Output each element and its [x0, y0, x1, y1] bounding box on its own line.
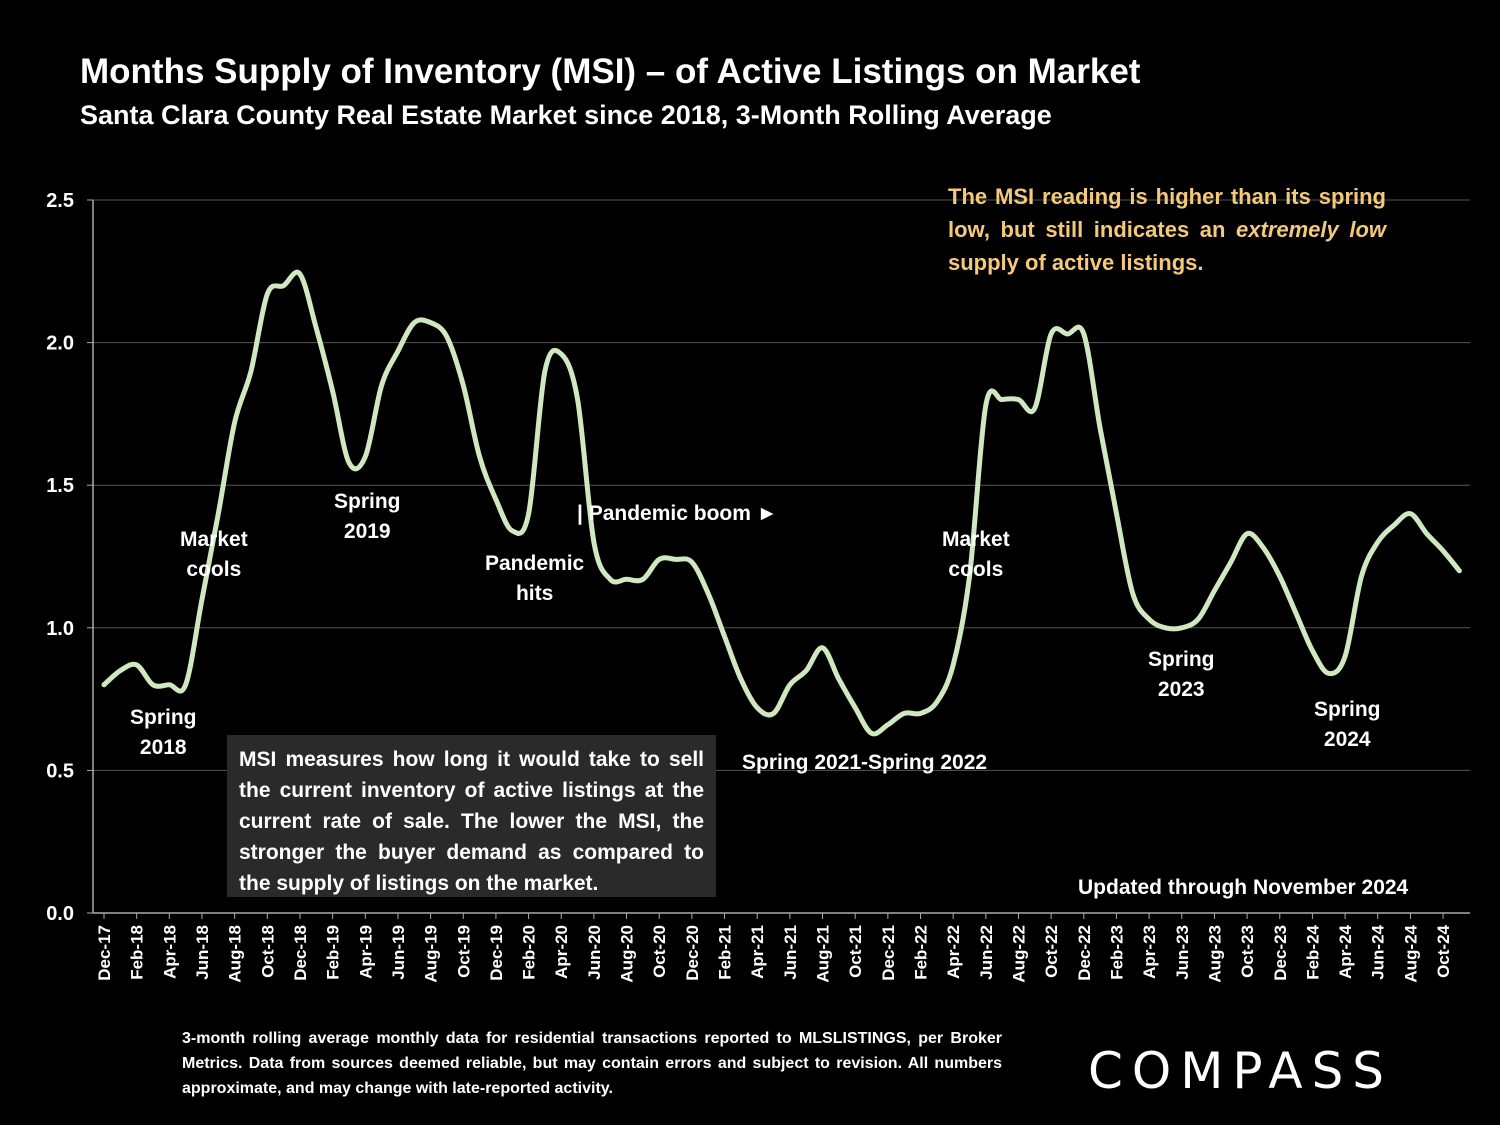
x-tick-label: Oct-24	[1434, 924, 1453, 977]
x-tick-label: Apr-22	[944, 925, 963, 979]
x-tick-label: Feb-21	[716, 925, 735, 980]
annotation-line: 2018	[139, 736, 187, 759]
y-tick-labels: 0.0 0.5 1.0 1.5 2.0 2.5	[46, 190, 74, 925]
x-tick-label: Jun-23	[1173, 925, 1192, 980]
annotation-pandemic-hits: Pandemic hits	[485, 549, 584, 609]
annotation-spring-2021-2022: Spring 2021-Spring 2022	[742, 751, 988, 774]
x-tick-label: Feb-19	[324, 925, 343, 980]
x-tick-label: Jun-18	[193, 925, 212, 980]
x-tick-label: Apr-23	[1140, 925, 1159, 979]
x-tick-label: Jun-21	[781, 925, 800, 980]
y-tick-label: 0.5	[46, 760, 74, 782]
annotation-line: hits	[515, 582, 554, 605]
axes	[87, 199, 1470, 919]
x-tick-label: Feb-20	[520, 925, 539, 980]
x-tick-label: Aug-20	[618, 925, 637, 983]
y-tick-label: 2.5	[46, 190, 74, 212]
x-tick-label: Feb-18	[128, 925, 147, 980]
x-tick-label: Jun-19	[389, 925, 408, 980]
annotation-spring-2019: Spring 2019	[334, 487, 401, 547]
x-tick-label: Oct-23	[1238, 925, 1257, 978]
annotation-line: cools	[948, 558, 1004, 581]
x-tick-label: Dec-21	[879, 925, 898, 981]
callout-emphasis: extremely low	[1236, 217, 1386, 242]
updated-note: Updated through November 2024	[1078, 876, 1409, 899]
annotation-line: Spring	[1148, 648, 1215, 671]
x-tick-label: Dec-20	[683, 925, 702, 981]
gridlines	[93, 199, 1470, 771]
annotation-spring-2018: Spring 2018	[130, 703, 197, 763]
x-tick-label: Aug-21	[814, 925, 833, 983]
x-tick-label: Apr-19	[356, 925, 375, 979]
x-tick-label: Jun-24	[1369, 924, 1388, 979]
x-tick-label: Apr-24	[1336, 924, 1355, 978]
x-tick-label: Aug-23	[1205, 925, 1224, 983]
msi-series-line	[101, 269, 1462, 737]
y-tick-label: 1.0	[46, 618, 74, 640]
callout-text-2: supply of active listings.	[948, 250, 1204, 275]
x-tick-label: Dec-23	[1271, 925, 1290, 981]
annotation-line: Spring	[334, 490, 401, 513]
annotation-market-cools-1: Market cools	[180, 525, 248, 585]
x-tick-label: Apr-20	[552, 925, 571, 979]
annotation-line: Market	[942, 528, 1010, 551]
y-tick-label: 2.0	[46, 333, 74, 355]
annotation-market-cools-2: Market cools	[942, 525, 1010, 585]
chart-subtitle: Santa Clara County Real Estate Market si…	[80, 100, 1052, 130]
x-tick-label: Feb-23	[1107, 925, 1126, 980]
x-tick-label: Dec-18	[291, 925, 310, 981]
x-tick-label: Aug-24	[1401, 924, 1420, 982]
annotation-line: Spring	[1314, 698, 1381, 721]
x-tick-labels: Dec-17 Feb-18 Apr-18 Jun-18 Aug-18 Oct-18 Dec-…	[95, 924, 1453, 982]
x-tick-label: Dec-19	[487, 925, 506, 981]
x-tick-label: Oct-19	[454, 925, 473, 978]
annotation-spring-2024: Spring 2024	[1314, 695, 1381, 755]
x-tick-label: Aug-22	[1009, 925, 1028, 983]
x-tick-label: Oct-18	[258, 925, 277, 978]
x-tick-label: Feb-22	[912, 925, 931, 980]
x-tick-label: Oct-22	[1042, 925, 1061, 978]
chart-title: Months Supply of Inventory (MSI) – of Ac…	[80, 52, 1141, 91]
x-tick-label: Jun-22	[977, 925, 996, 980]
msi-callout: The MSI reading is higher than its sprin…	[948, 180, 1386, 279]
x-tick-label: Feb-24	[1303, 924, 1322, 979]
annotation-line: Pandemic	[485, 552, 585, 575]
annotation-line: cools	[186, 558, 242, 581]
y-tick-label: 1.5	[46, 475, 74, 497]
annotation-line: Market	[180, 528, 248, 551]
footnote: 3-month rolling average monthly data for…	[182, 1030, 1002, 1097]
x-tick-label: Aug-19	[422, 925, 441, 983]
x-tick-label: Apr-21	[748, 925, 767, 979]
series-line	[101, 269, 1462, 737]
x-tick-label: Dec-22	[1075, 925, 1094, 981]
x-tick-label: Aug-18	[226, 925, 245, 983]
y-tick-label: 0.0	[46, 903, 74, 925]
x-tick-label: Apr-18	[160, 925, 179, 979]
annotation-pandemic-boom: | Pandemic boom ►	[577, 502, 778, 525]
annotation-line: 2019	[343, 520, 391, 543]
x-tick-label: Jun-20	[585, 925, 604, 980]
x-tick-label: Oct-21	[846, 925, 865, 978]
annotation-line: 2024	[1323, 728, 1371, 751]
annotation-line: Spring	[130, 706, 197, 729]
msi-definition-box: MSI measures how long it would take to s…	[227, 735, 716, 897]
annotation-spring-2023: Spring 2023	[1148, 645, 1215, 705]
compass-logo: COMPASS	[1088, 1042, 1394, 1100]
annotation-line: 2023	[1157, 678, 1205, 701]
x-tick-label: Oct-20	[650, 925, 669, 978]
callout-text-1: The MSI reading is higher than its sprin…	[948, 184, 1386, 242]
x-tick-label: Dec-17	[95, 925, 114, 981]
